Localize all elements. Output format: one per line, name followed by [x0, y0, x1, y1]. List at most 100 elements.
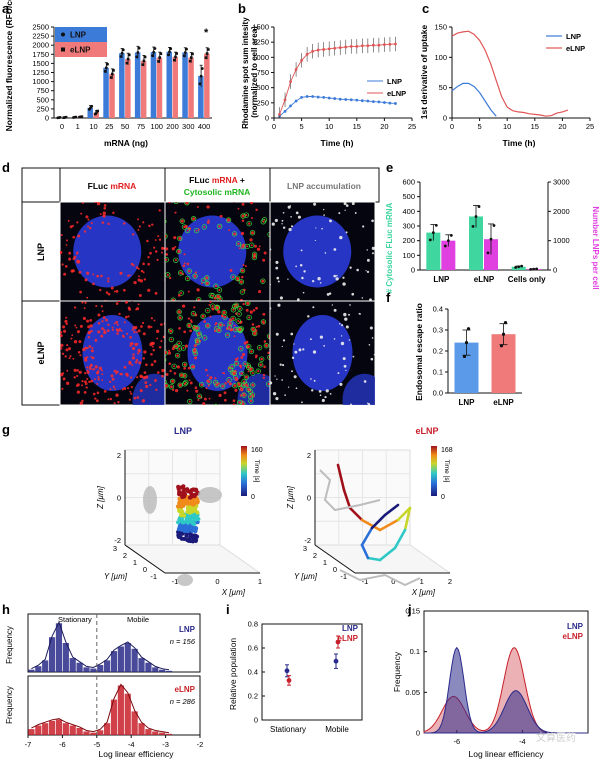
mrna-spot	[121, 334, 125, 337]
y-tick-label: -1	[340, 572, 347, 581]
mrna-spot	[120, 329, 123, 332]
z-tick-label: 0	[117, 494, 121, 503]
mrna-spot	[242, 393, 246, 397]
lnp-spot	[369, 298, 372, 301]
mrna-spot	[165, 258, 168, 261]
mrna-spot	[136, 376, 139, 379]
mrna-spot	[165, 234, 167, 238]
mrna-spot	[71, 202, 73, 203]
mrna-spot	[187, 290, 190, 293]
cytosolic-mrna-marker	[246, 220, 252, 227]
mrna-spot	[92, 273, 95, 276]
mrna-spot	[141, 321, 145, 325]
mrna-spot	[64, 319, 68, 324]
mrna-spot	[116, 323, 119, 326]
mrna-spot	[242, 243, 245, 246]
chart-c-ylabel: 1st derivative of uptake	[419, 24, 429, 119]
mrna-spot	[131, 328, 134, 331]
mrna-spot	[237, 382, 241, 387]
mrna-spot	[128, 360, 131, 363]
mrna-spot	[250, 350, 253, 353]
mrna-spot	[109, 397, 113, 401]
cytosolic-mrna-marker	[238, 346, 244, 352]
data-point	[443, 244, 447, 248]
histogram-bar-lnp	[159, 669, 166, 672]
lnp-spot	[275, 260, 279, 264]
cytosolic-mrna-marker	[239, 370, 245, 377]
mrna-spot	[200, 383, 204, 387]
chart-i-ylabel: Relative population	[228, 638, 238, 711]
bar-lnps-per-cell	[441, 240, 456, 270]
mrna-spot	[82, 316, 86, 321]
cytosolic-mrna-marker	[204, 275, 210, 281]
data-point	[489, 237, 493, 241]
chart-f-y-tick-label: 0.0	[433, 389, 443, 398]
y-axis-line	[124, 544, 166, 574]
mrna-spot	[182, 347, 185, 349]
data-point	[104, 66, 108, 70]
mrna-spot	[77, 350, 81, 354]
data-point	[492, 224, 496, 227]
micrograph-layer	[165, 202, 270, 301]
lnp-spot	[275, 332, 279, 336]
cytosolic-mrna-marker	[213, 283, 219, 289]
mrna-spot	[194, 347, 197, 350]
histogram-bar-lnp	[138, 658, 145, 672]
mrna-spot	[156, 371, 160, 374]
cytosolic-mrna-marker	[239, 267, 246, 274]
mrna-spot	[262, 312, 266, 316]
panel-label-d: d	[2, 160, 10, 175]
cytosolic-mrna-marker	[230, 315, 236, 322]
mrna-spot	[201, 282, 203, 285]
lnp-spot	[295, 265, 297, 268]
mrna-spot	[66, 369, 69, 372]
cytosolic-mrna-marker	[221, 309, 227, 316]
mrna-spot	[214, 329, 217, 333]
cytosolic-mrna-marker	[214, 382, 220, 388]
data-point	[64, 115, 68, 119]
data-point	[103, 69, 107, 73]
mrna-spot	[171, 298, 175, 301]
mrna-spot	[92, 392, 96, 396]
legend-c-elnp-label: eLNP	[566, 44, 585, 53]
y-tick-label: 2	[123, 551, 127, 560]
point-elnp	[286, 678, 292, 683]
chart-a-y-tick-label: 2250	[32, 32, 49, 41]
data-point-lnp	[366, 99, 370, 103]
chart-h-x-tick-label: -4	[128, 740, 135, 749]
x-axis-label: X [µm]	[411, 588, 436, 597]
trajectory-segment	[378, 518, 400, 532]
mrna-spot	[221, 384, 225, 388]
lnp-spot	[323, 345, 326, 347]
mrna-spot	[73, 376, 76, 379]
data-point	[466, 327, 471, 331]
chart-h: Stationary Mobile Frequency Frequency Lo…	[5, 613, 203, 759]
mrna-spot	[183, 382, 186, 385]
mrna-spot	[169, 369, 172, 373]
mrna-spot	[76, 260, 81, 264]
mrna-spot	[169, 329, 173, 333]
mrna-spot	[197, 228, 200, 231]
mrna-spot	[162, 335, 165, 339]
cytosolic-mrna-marker	[177, 270, 184, 276]
mrna-spot	[116, 332, 119, 335]
mrna-spot	[187, 227, 192, 231]
mrna-spot	[78, 340, 82, 344]
mrna-spot	[165, 253, 169, 256]
micrograph-layer	[270, 202, 375, 301]
cytosolic-mrna-marker	[165, 379, 167, 385]
cytosolic-mrna-marker	[238, 279, 245, 285]
mrna-spot	[142, 262, 145, 266]
mrna-spot	[148, 224, 151, 228]
data-point	[142, 59, 146, 63]
mrna-spot	[111, 328, 114, 331]
trajectory-point	[192, 521, 197, 527]
cytosolic-mrna-marker	[168, 328, 174, 334]
cytosolic-mrna-marker	[184, 202, 190, 206]
mrna-spot	[101, 310, 104, 313]
chart-b-x-tick-label: 20	[380, 122, 388, 131]
histogram-bar-lnp	[104, 660, 111, 672]
mrna-spot	[124, 315, 128, 319]
lnp-spot	[291, 370, 293, 373]
data-point-lnp	[388, 101, 392, 105]
